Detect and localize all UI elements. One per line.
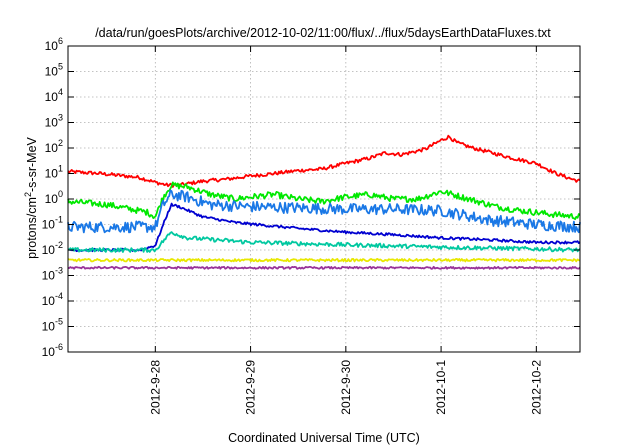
x-tick-label: 2012-9-28 xyxy=(148,360,162,415)
y-tick-label: 10-1 xyxy=(42,215,63,232)
x-axis-ticks: 2012-9-28 2012-9-29 2012-9-30 2012-10-1 2012… xyxy=(148,46,543,415)
y-tick-label: 102 xyxy=(45,138,63,155)
x-tick-label: 2012-9-30 xyxy=(339,360,353,415)
y-tick-label: 101 xyxy=(45,164,63,181)
y-tick-label: 10-3 xyxy=(42,266,63,283)
x-tick-label: 2012-10-1 xyxy=(434,360,448,415)
x-axis-label: Coordinated Universal Time (UTC) xyxy=(228,431,420,445)
series-line-3 xyxy=(67,189,581,234)
grid xyxy=(68,46,580,352)
x-tick-label: 2012-10-2 xyxy=(529,360,543,415)
y-tick-label: 10-4 xyxy=(42,291,63,308)
series-line-5 xyxy=(67,231,581,253)
y-tick-label: 10-2 xyxy=(42,240,63,257)
series-line-2 xyxy=(67,181,581,221)
y-tick-label: 100 xyxy=(45,189,63,206)
y-axis-label: protons/cm2-s-sr-MeV xyxy=(23,136,39,258)
series-line-7 xyxy=(67,265,581,270)
y-tick-label: 103 xyxy=(45,113,63,130)
y-tick-label: 10-5 xyxy=(42,317,63,334)
series-line-4 xyxy=(67,202,581,253)
y-tick-label: 105 xyxy=(45,62,63,79)
y-tick-label: 10-6 xyxy=(42,342,63,359)
y-tick-label: 106 xyxy=(45,36,63,53)
y-axis-ticks: 10-6 10-5 10-4 10-3 10-2 10-1 100 101 102 103 104 1… xyxy=(42,36,580,359)
series-line-1 xyxy=(67,134,581,188)
x-tick-label: 2012-9-29 xyxy=(244,360,258,415)
y-tick-label: 104 xyxy=(45,87,63,104)
series-lines xyxy=(67,134,581,270)
series-line-6 xyxy=(67,258,581,263)
chart-title: /data/run/goesPlots/archive/2012-10-02/1… xyxy=(95,26,551,40)
